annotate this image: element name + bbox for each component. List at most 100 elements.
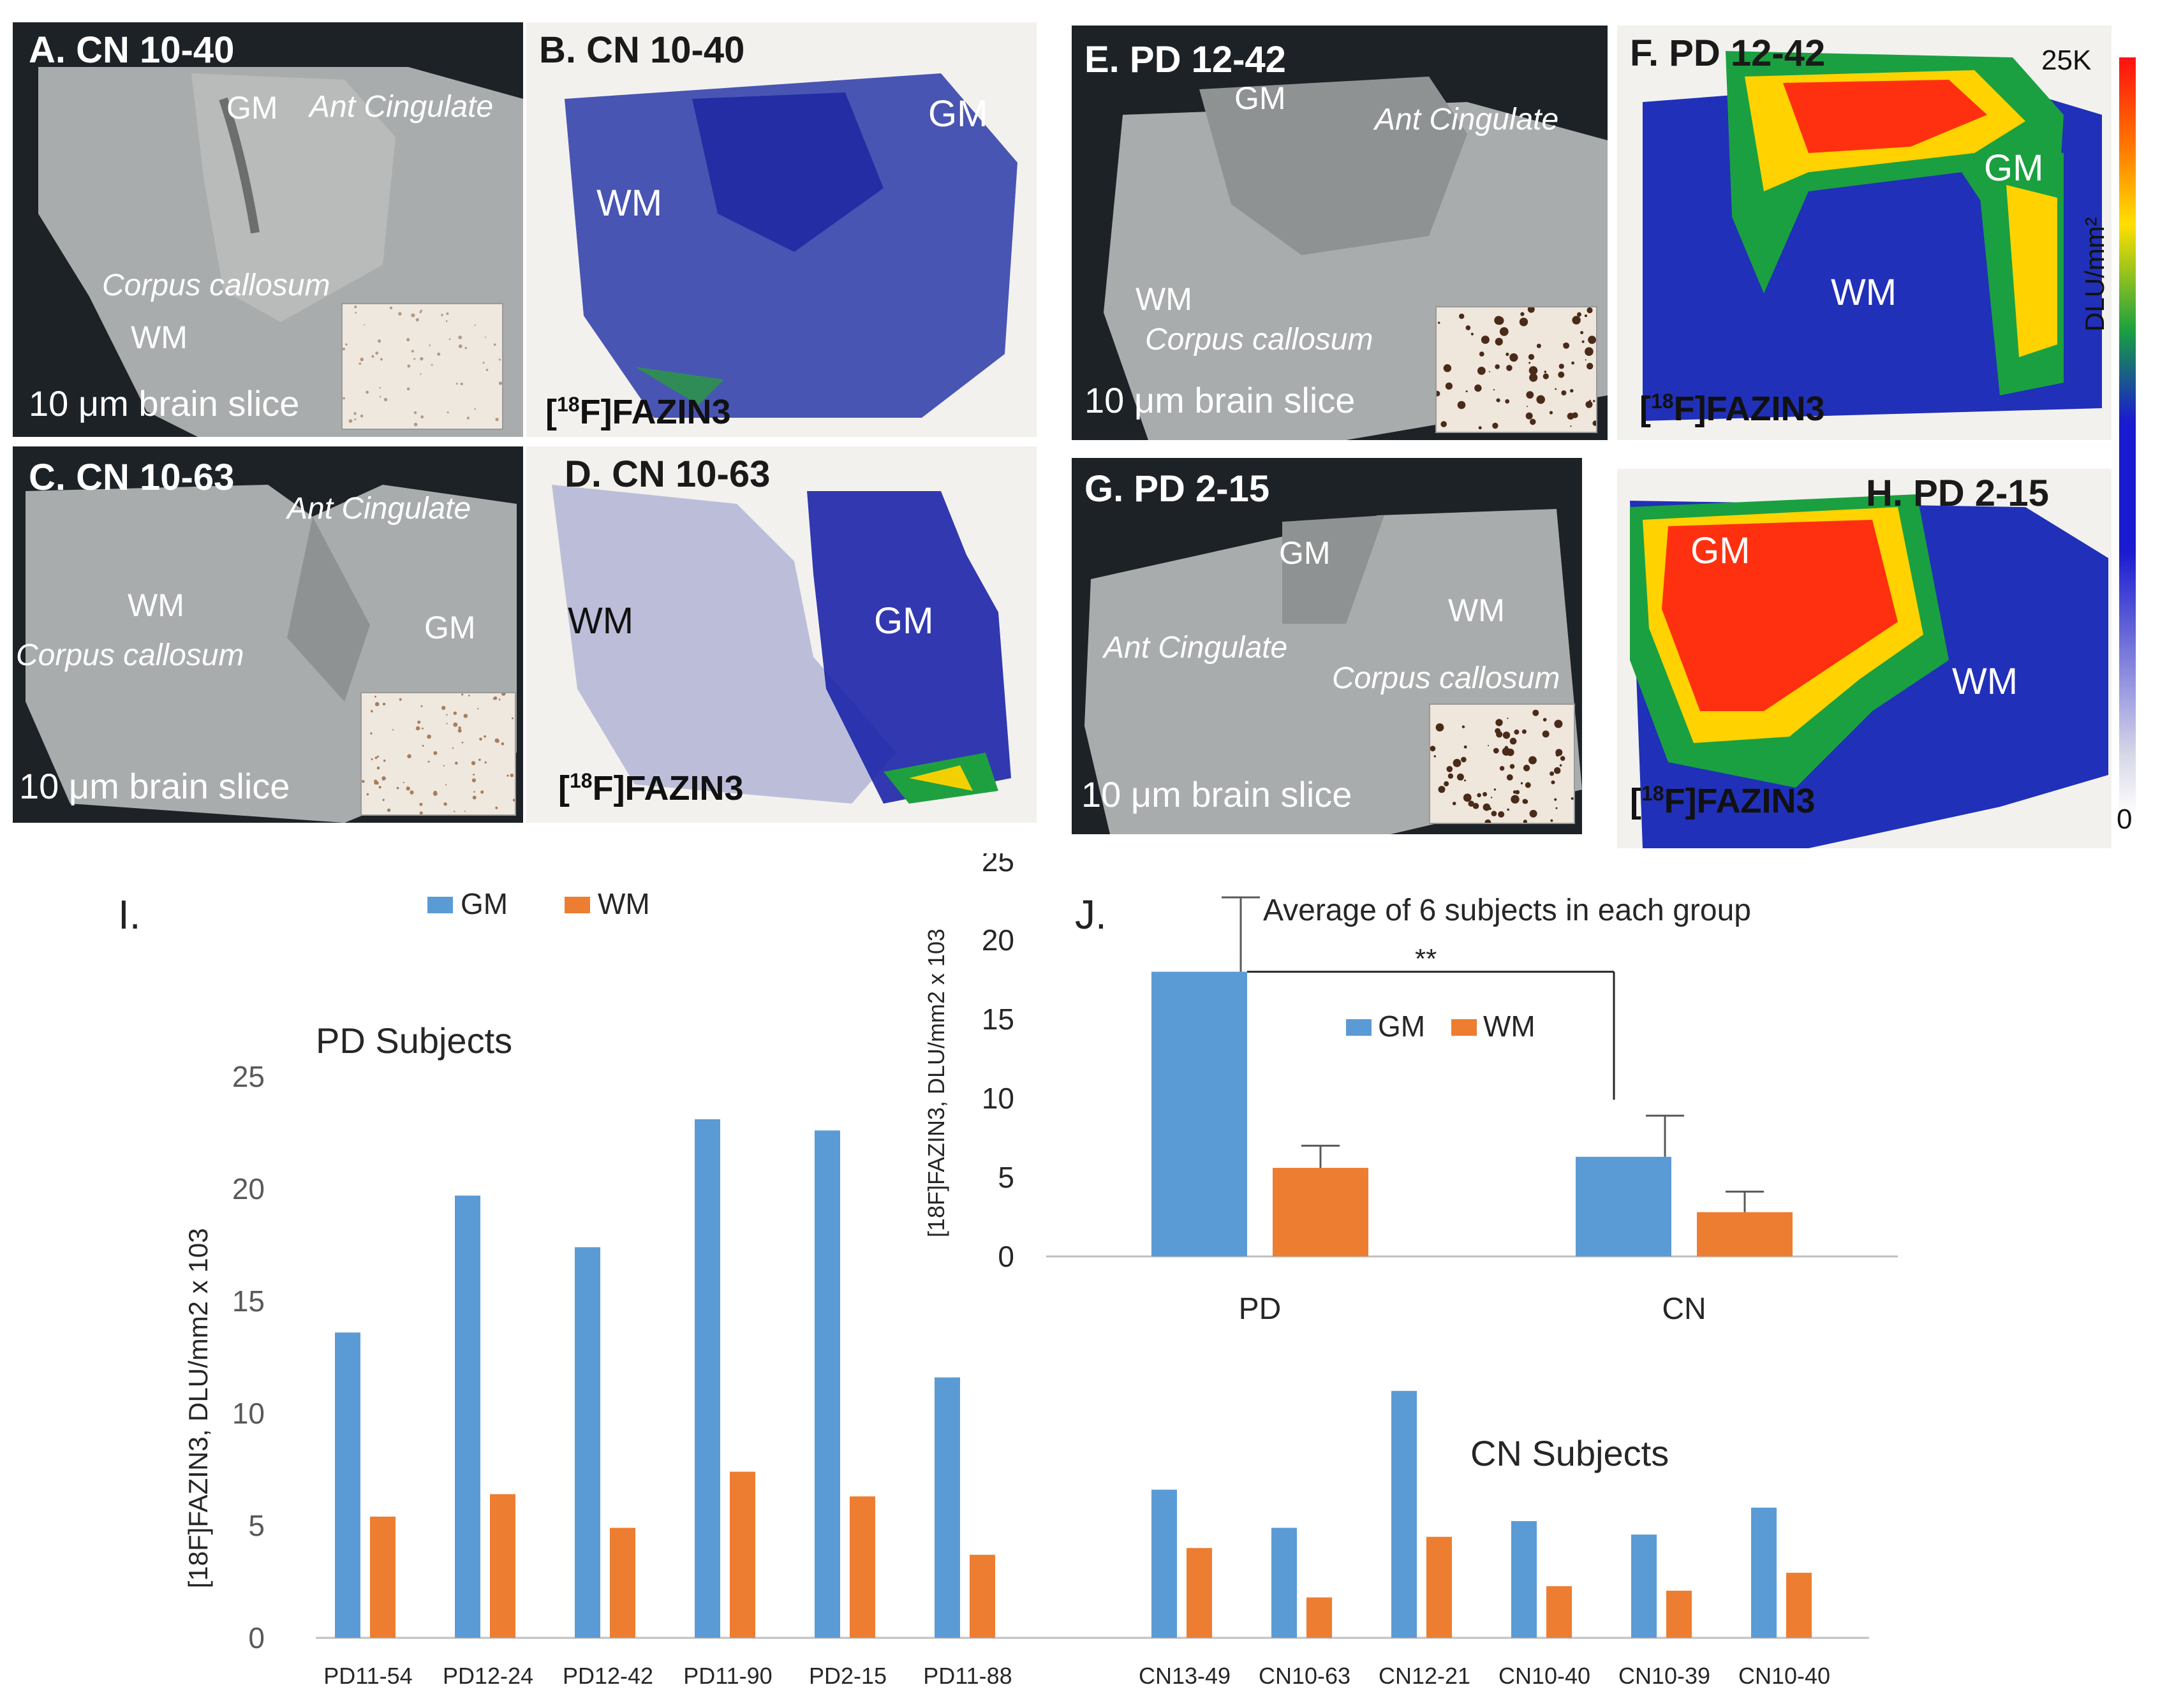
- inset-speck: [1580, 331, 1584, 334]
- chart-i-legend-gm-label: GM: [461, 887, 508, 920]
- inset-speck: [1550, 771, 1555, 776]
- inset-speck: [348, 419, 353, 423]
- inset-speck: [461, 693, 464, 696]
- panel-g-gm: GM: [1279, 535, 1331, 571]
- autoradiograph-f: [1643, 51, 2102, 421]
- panel-e-gm: GM: [1234, 80, 1286, 116]
- inset-speck: [359, 362, 362, 365]
- panel-e-ant-cingulate: Ant Cingulate: [1375, 103, 1559, 136]
- inset-speck: [353, 412, 357, 415]
- inset-speck: [374, 702, 380, 707]
- inset-speck: [1542, 718, 1547, 722]
- chart-j-legend-gm-label: GM: [1378, 1010, 1425, 1043]
- inset-speck: [1493, 788, 1497, 791]
- autoradiograph-b: [565, 73, 1017, 418]
- inset-speck: [375, 351, 379, 355]
- inset-speck: [1505, 352, 1509, 357]
- chart-i-xtick: CN10-63: [1259, 1663, 1350, 1689]
- inset-speck: [477, 708, 479, 710]
- inset-speck: [1478, 426, 1482, 430]
- inset-speck: [420, 415, 424, 419]
- chart-i-bar-wm: [1187, 1548, 1212, 1638]
- inset-speck: [1509, 763, 1515, 769]
- inset-speck: [1499, 327, 1509, 336]
- panel-c-inset: [360, 692, 516, 816]
- chart-i-legend-wm-label: WM: [598, 887, 650, 920]
- chart-i-ytick: 15: [232, 1285, 265, 1318]
- chart-j-xlabels: PD CN: [1239, 1292, 1706, 1326]
- inset-speck: [1463, 793, 1472, 802]
- inset-speck: [374, 756, 378, 760]
- inset-speck: [1438, 786, 1446, 793]
- inset-speck: [1527, 307, 1535, 313]
- inset-speck: [473, 791, 475, 793]
- panel-e-photo: E. PD 12-42 GM Ant Cingulate WM Corpus c…: [1072, 26, 1608, 440]
- panel-h-autoradiograph: H. PD 2-15 GM WM [18F]FAZIN3: [1617, 469, 2112, 848]
- inset-speck: [1495, 719, 1503, 726]
- inset-speck: [493, 343, 496, 346]
- inset-speck: [354, 306, 357, 309]
- inset-speck: [1528, 354, 1535, 360]
- panel-b-label: B. CN 10-40: [539, 29, 745, 71]
- inset-speck: [1498, 811, 1505, 818]
- chart-i-pd-annotation: PD Subjects: [316, 1020, 512, 1061]
- chart-i-bar-gm: [1271, 1528, 1297, 1638]
- inset-speck: [1438, 321, 1440, 324]
- inset-speck: [1588, 335, 1596, 344]
- inset-speck: [406, 337, 410, 342]
- chart-i-xtick: CN13-49: [1139, 1663, 1231, 1689]
- inset-speck: [379, 395, 381, 398]
- inset-speck: [468, 695, 470, 696]
- panel-e-inset: [1435, 306, 1597, 433]
- chart-j-bar-gm: [1151, 971, 1247, 1256]
- inset-speck: [1492, 422, 1498, 429]
- chart-i-ytick: 25: [232, 1060, 265, 1093]
- inset-speck: [1555, 388, 1557, 390]
- inset-speck: [1592, 420, 1596, 426]
- inset-speck: [1511, 795, 1520, 804]
- inset-speck: [1544, 371, 1547, 373]
- inset-speck: [1514, 729, 1520, 735]
- inset-speck: [1456, 773, 1464, 781]
- inset-speck: [1584, 314, 1588, 318]
- inset-speck: [454, 811, 455, 813]
- inset-speck: [1528, 756, 1537, 765]
- inset-speck: [389, 306, 393, 309]
- chart-i-panel-label: I.: [118, 892, 141, 938]
- inset-speck: [453, 711, 457, 715]
- chart-j-ytick: 15: [982, 1003, 1014, 1036]
- inset-speck: [407, 364, 411, 368]
- inset-speck: [1481, 335, 1490, 344]
- inset-speck: [1457, 401, 1466, 409]
- inset-speck: [420, 309, 423, 312]
- inset-speck: [1530, 418, 1536, 425]
- chart-i-bar-gm: [695, 1119, 720, 1638]
- inset-speck: [1572, 316, 1581, 325]
- inset-speck: [1435, 723, 1444, 732]
- chart-i-legend-wm-swatch: [565, 897, 590, 913]
- panel-g-photo: G. PD 2-15 GM WM Ant Cingulate Corpus ca…: [1072, 458, 1582, 834]
- inset-speck: [1577, 312, 1581, 317]
- chart-i-bar-gm: [335, 1332, 360, 1638]
- panel-d-autoradiograph: D. CN 10-63 WM GM [18F]FAZIN3: [526, 446, 1037, 823]
- inset-speck: [1553, 767, 1561, 774]
- inset-speck: [345, 343, 348, 346]
- inset-speck: [498, 358, 501, 361]
- panel-h-tracer: [18F]FAZIN3: [1630, 782, 1816, 820]
- inset-speck: [420, 357, 424, 361]
- panel-f-tracer: [18F]FAZIN3: [1639, 390, 1825, 428]
- inset-speck: [366, 390, 369, 394]
- inset-speck: [415, 318, 419, 321]
- inset-speck: [1474, 384, 1482, 392]
- panel-d-wm: WM: [568, 600, 634, 642]
- inset-speck: [474, 324, 476, 326]
- inset-speck: [1542, 373, 1549, 379]
- inset-speck: [1461, 756, 1467, 763]
- inset-speck: [1465, 390, 1468, 393]
- chart-i-xtick: CN10-39: [1618, 1663, 1710, 1689]
- chart-i-ytick: 20: [232, 1172, 265, 1205]
- inset-speck: [1453, 758, 1461, 767]
- inset-speck: [1494, 316, 1504, 325]
- inset-speck: [413, 411, 417, 415]
- inset-speck: [399, 698, 402, 701]
